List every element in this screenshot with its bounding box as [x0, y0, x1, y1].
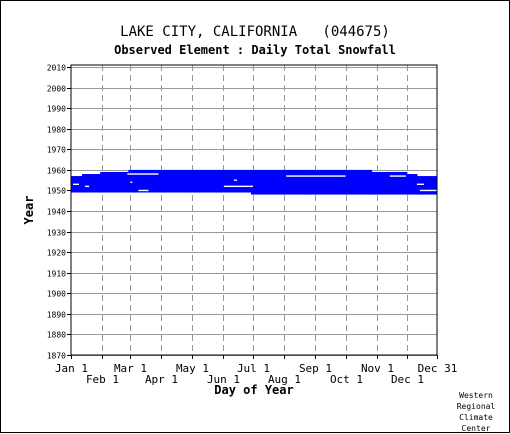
data-gap: [233, 179, 237, 181]
data-gap: [416, 183, 424, 185]
y-tick-label: 1910: [47, 270, 66, 279]
x-tick-label: Oct 1: [330, 373, 363, 386]
data-gap: [419, 189, 437, 192]
data-block: [128, 169, 192, 193]
data-block: [406, 174, 418, 195]
y-tick-label: 1920: [47, 249, 66, 258]
x-tick-label: Nov 1: [361, 362, 394, 375]
y-tick-label: 1870: [47, 352, 66, 361]
data-coverage: [71, 169, 438, 195]
data-gap: [389, 175, 406, 177]
y-tick-label: 1880: [47, 331, 66, 340]
data-gap: [130, 181, 133, 183]
x-tick-label: Aug 1: [268, 373, 301, 386]
x-tick-label: Jan 1: [55, 362, 88, 375]
data-block: [100, 171, 129, 193]
y-tick-label: 1960: [47, 167, 66, 176]
credit-line: Climate: [459, 413, 493, 422]
data-gap: [223, 185, 253, 188]
axes: 2010 2000 1990 1980 1970 1960 1950 1940 1930 1920…: [47, 64, 458, 387]
grid: [71, 65, 437, 356]
credit-line: Western: [459, 391, 493, 400]
y-tick-label: 1890: [47, 311, 66, 320]
data-block: [416, 176, 438, 195]
data-gap: [138, 189, 149, 192]
x-tick-label: Sep 1: [299, 362, 332, 375]
credit-line: Regional: [456, 402, 496, 411]
x-tick-label: May 1: [176, 362, 209, 375]
y-tick-label: 1950: [47, 187, 66, 196]
y-axis-label: Year: [22, 196, 36, 225]
y-tick-label: 1990: [47, 105, 66, 114]
x-tick-label: Jul 1: [237, 362, 270, 375]
y-tick-label: 1900: [47, 290, 66, 299]
credit-text: Western Regional Climate Center: [448, 390, 504, 434]
data-gap: [286, 175, 346, 177]
data-block: [250, 169, 312, 195]
data-block: [82, 174, 101, 193]
x-tick-label: Feb 1: [86, 373, 119, 386]
data-block: [311, 169, 373, 195]
x-tick-label: Apr 1: [145, 373, 178, 386]
y-tick-label: 1980: [47, 126, 66, 135]
data-block: [190, 169, 252, 193]
chart-subtitle: Observed Element : Daily Total Snowfall: [114, 43, 396, 57]
y-tick-label: 1930: [47, 229, 66, 238]
x-tick-label: Mar 1: [114, 362, 147, 375]
x-tick-label: Jun 1: [207, 373, 240, 386]
x-tick-label: Dec 1: [391, 373, 424, 386]
y-tick-label: 1970: [47, 146, 66, 155]
x-tick-label: Dec 31: [418, 362, 458, 375]
data-block: [371, 171, 408, 195]
y-tick-label: 1940: [47, 208, 66, 217]
chart-title: LAKE CITY, CALIFORNIA (044675): [120, 24, 390, 40]
data-gap: [85, 185, 90, 188]
y-tick-label: 2010: [47, 64, 66, 73]
y-tick-label: 2000: [47, 85, 66, 94]
data-gap: [127, 173, 159, 175]
x-axis-label: Day of Year: [214, 383, 293, 397]
data-gap: [73, 183, 80, 185]
credit-line: Center: [461, 424, 491, 433]
